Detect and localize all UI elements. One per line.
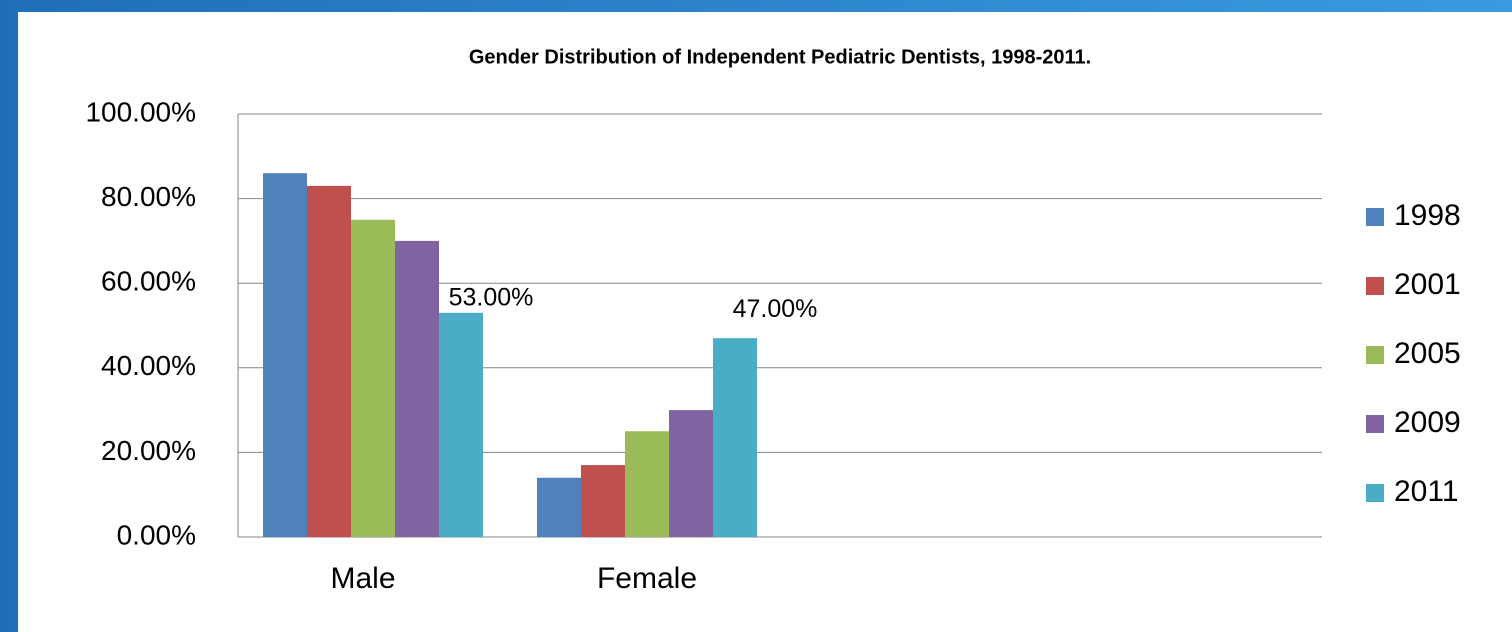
legend-swatch <box>1366 277 1384 295</box>
bar <box>581 465 625 537</box>
value-label: 53.00% <box>449 283 534 311</box>
bar <box>669 410 713 537</box>
x-tick-label: Female <box>597 562 697 595</box>
bar <box>351 219 395 537</box>
bar <box>307 185 351 537</box>
bar <box>625 431 669 537</box>
bar <box>439 312 483 537</box>
bar <box>713 338 757 537</box>
bar <box>537 477 581 537</box>
value-label: 47.00% <box>733 295 818 323</box>
y-tick-label: 40.00% <box>101 350 196 381</box>
y-tick-label: 80.00% <box>101 181 196 212</box>
y-tick-label: 60.00% <box>101 266 196 297</box>
legend-swatch <box>1366 484 1384 502</box>
bar <box>263 173 307 537</box>
legend-swatch <box>1366 346 1384 364</box>
y-tick-label: 0.00% <box>117 519 196 550</box>
x-tick-label: Male <box>330 562 395 595</box>
legend-label: 2005 <box>1394 337 1461 370</box>
chart-title: Gender Distribution of Independent Pedia… <box>469 46 1091 68</box>
legend-label: 2011 <box>1394 475 1459 508</box>
legend-label: 2001 <box>1394 268 1461 301</box>
y-tick-label: 100.00% <box>85 96 196 127</box>
bar <box>395 240 439 537</box>
y-tick-label: 20.00% <box>101 435 196 466</box>
legend-label: 2009 <box>1394 406 1461 439</box>
legend-swatch <box>1366 415 1384 433</box>
legend-label: 1998 <box>1394 199 1461 232</box>
legend-swatch <box>1366 208 1384 226</box>
